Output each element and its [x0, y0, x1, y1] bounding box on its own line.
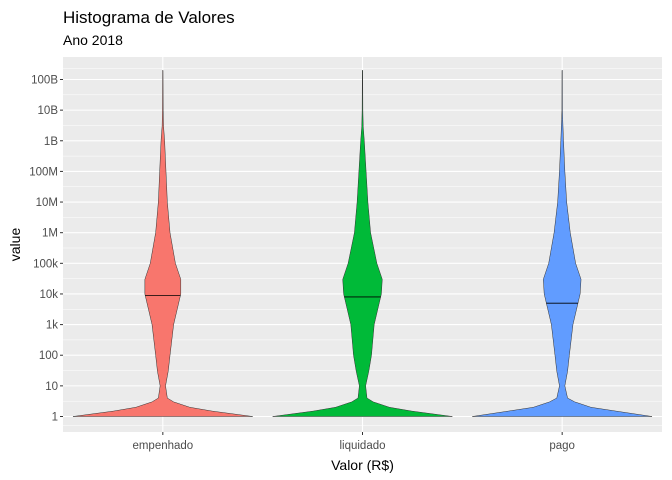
x-tick-label: liquidado — [339, 440, 385, 452]
chart-title: Histograma de Valores — [63, 8, 235, 27]
violin-pago — [472, 70, 653, 417]
violins — [72, 70, 653, 417]
y-tick-label: 100k — [33, 258, 58, 270]
y-axis-label: value — [7, 228, 23, 262]
y-tick-label: 100B — [31, 75, 58, 87]
y-tick-label: 1k — [46, 320, 58, 332]
y-tick-label: 100 — [39, 350, 58, 362]
y-tick-label: 10k — [39, 289, 58, 301]
y-tick-label: 1B — [44, 136, 58, 148]
x-axis-label: Valor (R$) — [331, 457, 394, 473]
y-tick-label: 10 — [45, 381, 58, 393]
x-tick-label: pago — [549, 440, 575, 452]
x-axis-ticks: empenhado liquidado pago — [132, 432, 575, 452]
y-tick-label: 10B — [38, 105, 59, 117]
violin-empenhado — [72, 70, 253, 417]
x-tick-label: empenhado — [132, 440, 193, 452]
y-axis-ticks: 1 10 100 1k 10k 100k 1M 10M 100M 1B 10B 100B — [29, 75, 63, 424]
y-tick-label: 100M — [29, 166, 58, 178]
y-tick-label: 1M — [42, 228, 58, 240]
y-tick-label: 1 — [52, 412, 58, 424]
chart-subtitle: Ano 2018 — [63, 32, 123, 48]
violin-liquidado — [272, 70, 453, 417]
y-tick-label: 10M — [36, 197, 58, 209]
